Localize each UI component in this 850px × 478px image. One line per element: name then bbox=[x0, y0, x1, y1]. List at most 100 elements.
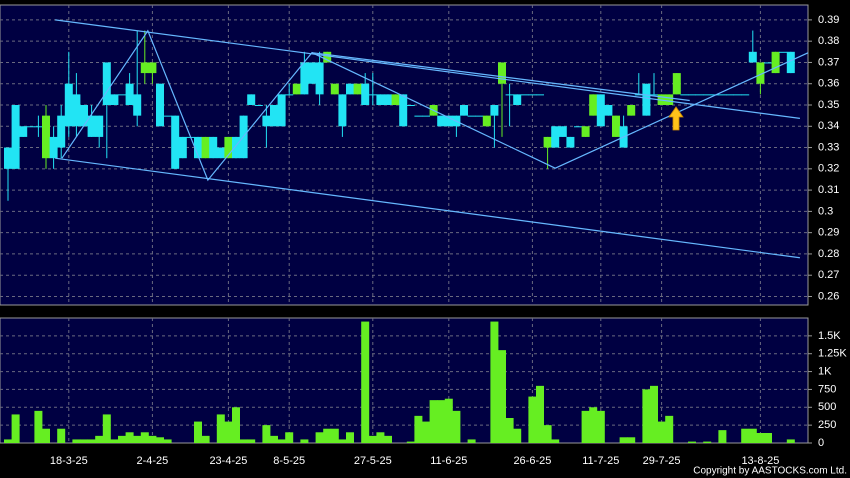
price-panel bbox=[0, 4, 809, 306]
volume-bar bbox=[543, 425, 552, 443]
candle-body bbox=[551, 126, 560, 148]
x-tick-label: 2-4-25 bbox=[137, 455, 169, 467]
candle-body bbox=[384, 94, 392, 105]
candle-body bbox=[688, 94, 696, 96]
candle-body bbox=[650, 94, 658, 96]
x-tick-label: 11-6-25 bbox=[430, 455, 467, 467]
volume-bar bbox=[262, 425, 271, 443]
candle-body bbox=[490, 105, 499, 116]
candle-body bbox=[543, 136, 552, 148]
candle-body bbox=[118, 94, 126, 96]
volume-bar bbox=[741, 428, 750, 443]
volume-panel bbox=[0, 317, 809, 444]
candle-body bbox=[330, 83, 339, 95]
candle-body bbox=[528, 94, 537, 96]
volume-bar bbox=[642, 389, 651, 443]
trend-line bbox=[61, 29, 808, 182]
candle-body bbox=[376, 94, 385, 105]
volume-bar bbox=[330, 428, 339, 443]
candle-body bbox=[247, 94, 256, 105]
volume-bar bbox=[384, 435, 392, 443]
volume-bar bbox=[528, 396, 537, 443]
volume-bar bbox=[140, 432, 149, 443]
x-tick-label: 27-5-25 bbox=[354, 455, 392, 467]
candle-body bbox=[513, 94, 522, 105]
volume-bar bbox=[300, 439, 309, 443]
volume-bar bbox=[368, 435, 377, 443]
volume-bar bbox=[490, 321, 499, 443]
y-tick-label: 500 bbox=[818, 401, 836, 413]
candle-body bbox=[110, 94, 119, 105]
candle-body bbox=[399, 94, 408, 127]
volume-bar bbox=[232, 407, 240, 443]
volume-bar bbox=[589, 407, 598, 443]
volume-bar bbox=[125, 432, 134, 443]
y-tick-label: 0.33 bbox=[818, 141, 839, 153]
volume-bar bbox=[42, 428, 50, 443]
candle-body bbox=[786, 51, 795, 74]
y-tick-label: 250 bbox=[818, 419, 836, 431]
candle-body bbox=[148, 62, 157, 74]
candle-body bbox=[80, 105, 88, 127]
candle-body bbox=[414, 115, 423, 117]
arrow-icon bbox=[668, 106, 684, 131]
x-tick-label: 26-6-25 bbox=[513, 455, 551, 467]
volume-bar bbox=[224, 421, 233, 443]
volume-bar bbox=[80, 439, 88, 443]
candle-body bbox=[300, 62, 309, 95]
candle-body bbox=[726, 94, 734, 96]
y-tick-label: 0.39 bbox=[818, 14, 839, 26]
candle-body bbox=[771, 51, 780, 74]
candle-body bbox=[224, 136, 233, 159]
volume-bar bbox=[505, 418, 514, 443]
candle-body bbox=[695, 94, 704, 96]
candle-body bbox=[627, 105, 636, 116]
y-tick-label: 0.38 bbox=[818, 35, 839, 47]
candle-body bbox=[285, 94, 294, 96]
volume-bar bbox=[346, 432, 354, 443]
candle-body bbox=[163, 115, 172, 117]
y-tick-label: 0.35 bbox=[818, 99, 839, 111]
volume-bar bbox=[34, 410, 43, 443]
candle-body bbox=[140, 62, 149, 74]
candle-body bbox=[779, 51, 788, 53]
y-tick-label: 1K bbox=[818, 365, 832, 377]
candle-body bbox=[308, 62, 316, 84]
candle-body bbox=[748, 51, 757, 63]
y-tick-label: 0.31 bbox=[818, 184, 839, 196]
volume-bar bbox=[627, 437, 636, 443]
candle-body bbox=[26, 126, 35, 128]
volume-bar bbox=[688, 441, 696, 443]
volume-bar bbox=[323, 428, 332, 443]
volume-bar bbox=[467, 439, 476, 443]
volume-bar bbox=[216, 414, 225, 443]
candle-body bbox=[102, 62, 111, 105]
candle-body bbox=[566, 136, 575, 148]
volume-bar bbox=[657, 421, 666, 443]
volume-bar bbox=[376, 432, 385, 443]
volume-bar bbox=[437, 400, 446, 443]
candle-body bbox=[72, 94, 81, 127]
y-tick-label: 0.3 bbox=[818, 205, 833, 217]
candle-body bbox=[171, 115, 180, 169]
volume-bar bbox=[665, 415, 674, 443]
candle-body bbox=[42, 115, 50, 159]
candle-body bbox=[612, 115, 620, 137]
volume-bar bbox=[133, 435, 142, 443]
volume-bar bbox=[118, 435, 126, 443]
candle-body bbox=[270, 105, 278, 127]
candle-body bbox=[292, 83, 301, 95]
candle-body bbox=[338, 94, 347, 127]
y-tick-label: 0.28 bbox=[818, 248, 839, 260]
candle-body bbox=[642, 83, 651, 116]
volume-bar bbox=[748, 428, 757, 443]
volume-bar bbox=[156, 437, 164, 443]
volume-bar bbox=[756, 433, 765, 443]
volume-bar bbox=[619, 437, 628, 443]
volume-bar bbox=[11, 414, 20, 443]
candle-body bbox=[558, 126, 567, 137]
candle-body bbox=[574, 126, 582, 128]
volume-bar bbox=[72, 439, 81, 443]
volume-bar bbox=[581, 410, 590, 443]
candle-body bbox=[49, 136, 58, 159]
